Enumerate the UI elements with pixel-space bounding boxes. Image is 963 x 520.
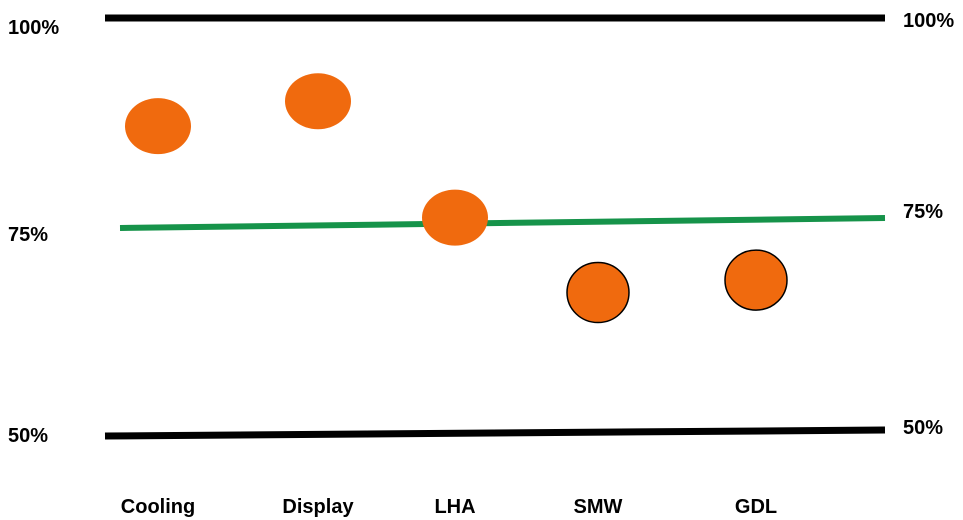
category-labels: Cooling Display LHA SMW GDL [121,496,777,518]
reference-line-50 [104,426,886,440]
reference-label-right-50: 50% [903,417,943,439]
category-label-display: Display [282,496,354,518]
reference-label-right-75: 75% [903,201,943,223]
data-point-cooling [125,98,191,155]
data-points [125,73,788,324]
category-label-smw: SMW [574,496,623,518]
category-label-gdl: GDL [735,496,777,518]
data-point-lha [422,189,488,246]
data-point-display [285,73,351,130]
reference-label-left-100: 100% [8,17,59,39]
reference-label-right-100: 100% [903,10,954,32]
data-point-smw [566,261,630,324]
category-label-lha: LHA [434,496,475,518]
category-label-cooling: Cooling [121,496,195,518]
reference-line-75 [119,215,886,231]
data-point-gdl [724,249,788,311]
reference-labels: 100% 100% 75% 75% 50% 50% [8,10,954,447]
reference-lines [104,14,886,440]
reference-label-left-50: 50% [8,425,48,447]
reference-label-left-75: 75% [8,224,48,246]
